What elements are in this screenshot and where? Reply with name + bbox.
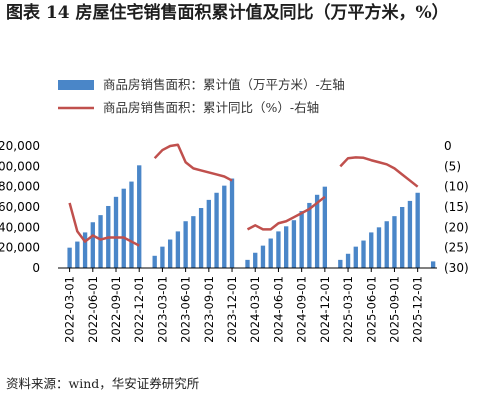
x-tick-label: 2023-09-01: [202, 276, 216, 343]
left-axis-tick-label: 60,000: [0, 200, 40, 214]
bar-mark: [129, 181, 134, 268]
bar-mark: [299, 211, 304, 268]
left-axis-tick-label: 20,000: [0, 241, 40, 255]
bar-mark: [137, 165, 142, 268]
bar-mark: [175, 231, 181, 268]
bar-mark: [400, 207, 405, 268]
x-tick-label: 2022-03-01: [63, 276, 77, 343]
bar-mark: [338, 259, 343, 268]
bar-mark: [260, 245, 266, 268]
bar-mark: [291, 220, 297, 268]
bar-mark: [322, 186, 328, 268]
bar-mark: [253, 252, 258, 268]
bar-mark: [307, 202, 312, 268]
bar-mark: [90, 222, 95, 268]
bar-mark: [113, 196, 119, 268]
bar-mark: [67, 247, 72, 268]
x-axis: 2022-03-01 2022-06-01 2022-09-01 2022-12-01…: [63, 268, 425, 343]
bar-mark: [268, 238, 273, 268]
bar-mark: [245, 259, 250, 268]
right-axis-tick-label: (20): [444, 220, 469, 234]
bar-mark: [214, 192, 219, 268]
x-tick-label: 2025-06-01: [364, 276, 378, 343]
bar-mark: [384, 221, 389, 268]
x-tick-label: 2022-06-01: [86, 276, 100, 343]
bar-mark: [198, 208, 204, 268]
bar-mark: [206, 199, 211, 268]
bar-series: [67, 165, 436, 268]
chart-title: 图表 14 房屋住宅销售面积累计值及同比（万平方米，%）: [6, 3, 449, 23]
bar-mark: [75, 241, 80, 268]
right-axis-tick-label: (30): [444, 261, 469, 275]
x-tick-label: 2023-12-01: [225, 276, 239, 343]
bar-mark: [82, 232, 88, 268]
x-tick-label: 2023-03-01: [155, 276, 169, 343]
left-axis-tick-label: 80,000: [0, 180, 40, 194]
legend-bar-label: 商品房销售面积：累计值（万平方米）-左轴: [103, 77, 345, 92]
bar-mark: [430, 261, 436, 268]
left-axis-tick-label: 100,000: [0, 159, 40, 173]
bar-mark: [183, 221, 188, 268]
x-tick-label: 2025-12-01: [411, 276, 425, 343]
bar-mark: [276, 231, 281, 268]
x-tick-label: 2024-09-01: [295, 276, 309, 343]
x-tick-label: 2023-06-01: [179, 276, 193, 343]
bar-mark: [160, 246, 165, 268]
bar-mark: [222, 185, 227, 268]
right-axis-tick-label: (25): [444, 241, 469, 255]
bar-mark: [229, 178, 235, 268]
x-tick-label: 2025-03-01: [341, 276, 355, 343]
x-tick-label: 2024-12-01: [318, 276, 332, 343]
left-axis: 0 20,000 40,000 60,000 80,000 100,000 120,000: [0, 139, 40, 275]
bar-mark: [284, 226, 289, 268]
right-axis-tick-label: (10): [444, 180, 469, 194]
bar-mark: [407, 200, 413, 268]
bar-mark: [121, 188, 126, 268]
left-axis-tick-label: 40,000: [0, 220, 40, 234]
x-tick-label: 2022-09-01: [109, 276, 123, 343]
legend-line-label: 商品房销售面积：累计同比（%）-右轴: [103, 100, 319, 115]
bar-mark: [415, 192, 420, 268]
legend: 商品房销售面积：累计值（万平方米）-左轴 商品房销售面积：累计同比（%）-右轴: [58, 77, 345, 115]
bar-mark: [369, 232, 374, 268]
bar-mark: [361, 240, 366, 268]
bar-mark: [353, 246, 358, 268]
bar-mark: [392, 216, 397, 268]
legend-bar-swatch: [58, 80, 94, 90]
right-axis: 0 (5) (10) (15) (20) (25) (30): [444, 139, 469, 275]
bar-mark: [98, 215, 103, 268]
x-tick-label: 2024-06-01: [271, 276, 285, 343]
bar-mark: [152, 255, 157, 268]
bar-mark: [314, 194, 320, 268]
x-tick-label: 2024-03-01: [248, 276, 262, 343]
bar-mark: [167, 239, 173, 268]
x-tick-label: 2022-12-01: [132, 276, 146, 343]
bar-mark: [191, 216, 196, 268]
right-axis-tick-label: (5): [444, 159, 461, 173]
x-tick-label: 2025-09-01: [387, 276, 401, 343]
bar-mark: [376, 227, 382, 268]
right-axis-tick-label: 0: [444, 139, 452, 153]
left-axis-tick-label: 120,000: [0, 139, 40, 153]
right-axis-tick-label: (15): [444, 200, 469, 214]
left-axis-tick-label: 0: [32, 261, 40, 275]
bar-mark: [345, 253, 351, 268]
source-note: 资料来源：wind，华安证券研究所: [6, 376, 200, 391]
